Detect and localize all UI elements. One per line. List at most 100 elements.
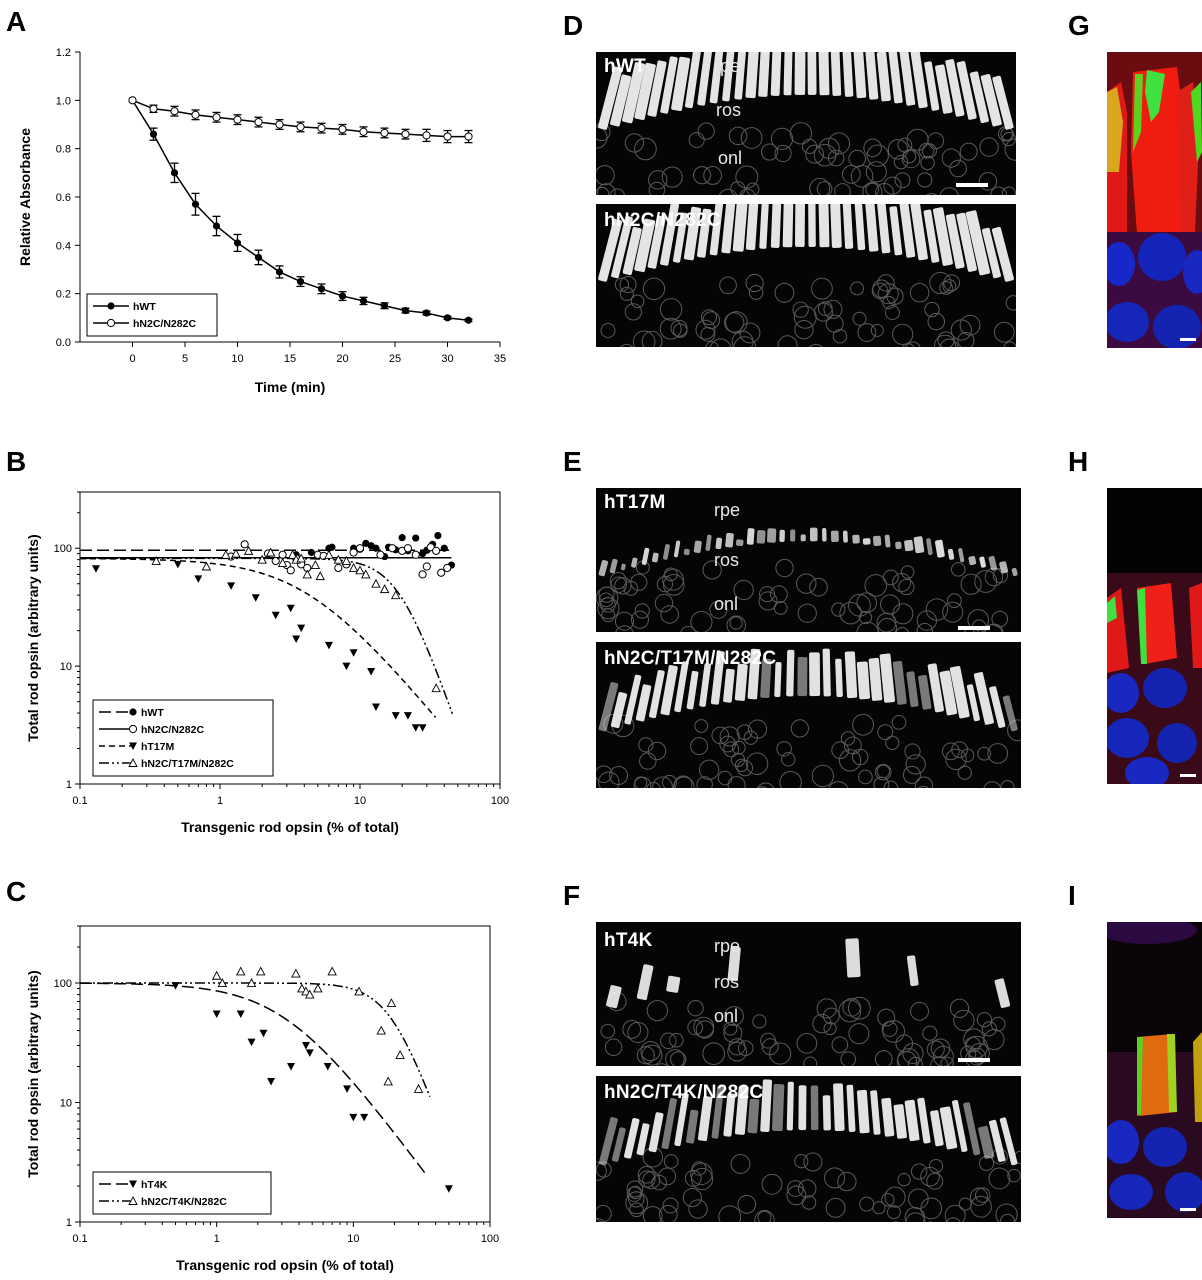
chart-b-series-0-point: [434, 532, 442, 540]
outer-segment: [807, 52, 817, 95]
outer-segment: [663, 544, 670, 560]
nucleus-outline: [745, 752, 769, 775]
nucleus-outline: [859, 1196, 875, 1212]
nucleus-outline: [665, 1049, 685, 1066]
nucleus-outline: [974, 570, 998, 593]
outer-segment: [746, 528, 755, 545]
outer-segment: [671, 56, 691, 112]
nucleus-outline: [670, 1051, 687, 1066]
chart-c-series-1-point: [255, 966, 266, 976]
chart-b-series-2-point: [292, 635, 301, 643]
nucleus-outline: [910, 1163, 928, 1180]
nucleus-outline: [905, 1212, 926, 1222]
chart-b-series-0-point: [412, 534, 420, 542]
nucleus-outline: [636, 1046, 655, 1065]
chart-a-y-tick-label: 0.8: [56, 144, 71, 156]
outer-segment: [721, 204, 736, 254]
nucleus-outline: [776, 741, 792, 757]
nucleus-outline: [877, 283, 899, 305]
nucleus-outline: [659, 317, 682, 340]
nucleus-outline: [939, 187, 959, 195]
nucleus-outline: [642, 277, 666, 300]
micrograph-d-bottom: hN2C/N282C: [596, 204, 1016, 347]
nucleus-outline: [690, 1162, 713, 1186]
nucleus-outline: [719, 726, 740, 747]
outer-segment: [999, 1117, 1018, 1166]
panel-letter-e: E: [563, 446, 582, 477]
nucleus-outline: [852, 713, 874, 736]
nucleus-outline: [883, 780, 899, 788]
outer-segment: [965, 210, 991, 276]
nucleus-outline: [990, 186, 1008, 195]
chart-c-x-tick-label: 100: [481, 1233, 499, 1245]
chart-a-series-0-line: [131, 99, 469, 321]
outer-segment: [853, 52, 867, 99]
chart-b-series-1-point: [376, 550, 385, 559]
nucleus-outline: [914, 776, 934, 788]
nucleus-outline: [885, 735, 900, 750]
chart-a-x-tick-label: 35: [494, 353, 506, 365]
outer-segment: [899, 52, 916, 106]
nucleus-outline: [634, 137, 657, 161]
nucleus-outline: [969, 1187, 989, 1206]
nucleus-outline: [990, 1016, 1006, 1032]
nucleus-outline: [893, 154, 909, 170]
outer-segment: [683, 206, 702, 261]
confocal-image-g: [1107, 52, 1202, 348]
nucleus-outline: [672, 776, 695, 788]
scale-bar-d: [956, 183, 988, 187]
nucleus-outline: [977, 746, 992, 761]
outer-segment: [697, 1095, 713, 1142]
outer-segment: [979, 556, 986, 568]
nucleus-outline: [828, 781, 849, 788]
nucleus-outline: [858, 610, 873, 625]
nucleus-outline: [609, 188, 626, 195]
outer-segment: [610, 74, 632, 127]
nucleus-outline: [1001, 131, 1016, 147]
panel-letter-a: A: [6, 6, 27, 37]
outer-segment: [782, 204, 794, 248]
chart-a-series-0-point: [338, 292, 347, 300]
nucleus-outline: [730, 752, 746, 768]
outer-segment: [926, 538, 933, 556]
outer-segment: [876, 52, 891, 102]
nucleus-outline: [596, 126, 608, 149]
nucleus-outline: [950, 319, 972, 341]
nucleus-outline: [697, 122, 715, 140]
nucleus-outline: [840, 731, 856, 746]
nucleus-outline: [680, 625, 697, 632]
nucleus-outline: [694, 719, 709, 733]
outer-segment: [809, 652, 821, 697]
chart-c-series-0-point: [287, 1063, 296, 1071]
nucleus-outline: [794, 320, 814, 340]
outer-segment: [968, 556, 977, 566]
outer-segment: [693, 540, 702, 554]
nucleus-outline: [916, 622, 933, 632]
chart-b-series-3-point: [361, 569, 371, 579]
outer-segment: [809, 527, 818, 542]
outer-segment: [660, 665, 678, 716]
nucleus-outline: [839, 601, 862, 625]
outer-segment: [917, 1097, 931, 1144]
nucleus-outline: [1003, 341, 1016, 347]
chart-b-series-3-point: [341, 556, 352, 565]
outer-segment: [711, 1086, 724, 1139]
outer-segment: [966, 684, 980, 722]
outer-segment: [1011, 567, 1018, 577]
nucleus-outline: [831, 1036, 849, 1054]
chart-a-series-0-point: [359, 297, 368, 305]
nucleus-outline: [852, 311, 867, 326]
outer-segment: [772, 1084, 785, 1132]
nucleus-outline: [770, 127, 794, 150]
outer-segment: [647, 60, 667, 117]
chart-a-series-1-point: [149, 104, 158, 113]
chart-a-x-tick-label: 10: [231, 353, 243, 365]
nucleus-outline: [774, 144, 792, 163]
nucleus-outline: [875, 183, 894, 195]
outer-segment: [636, 1123, 650, 1156]
chart-a-series-0-point: [170, 169, 179, 177]
chart-b-series-1-point: [278, 550, 287, 559]
nucleus-outline: [597, 597, 620, 620]
outer-segment: [895, 541, 902, 550]
outer-segment: [927, 663, 944, 713]
